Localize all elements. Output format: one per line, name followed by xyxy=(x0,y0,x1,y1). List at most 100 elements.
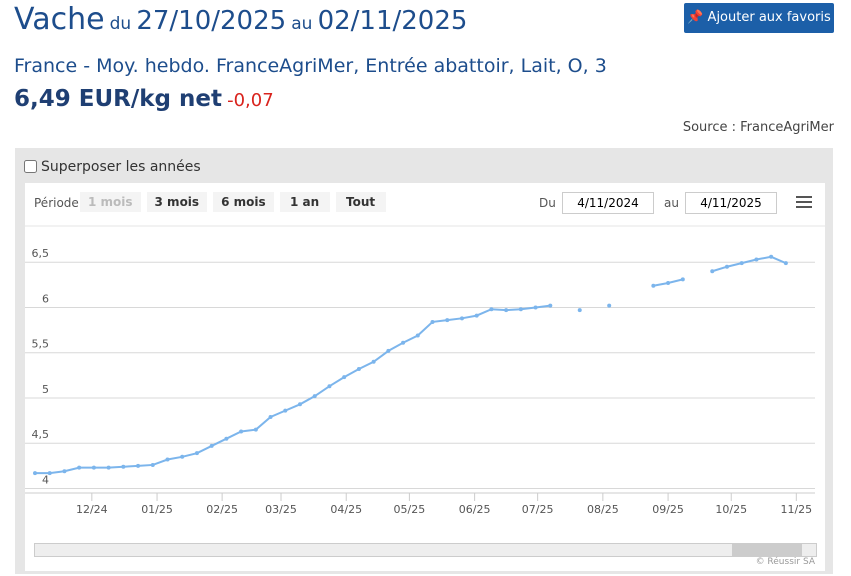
point xyxy=(283,408,288,413)
point xyxy=(518,307,523,312)
x-tick-label: 09/25 xyxy=(652,503,684,516)
point xyxy=(91,465,96,470)
point xyxy=(33,471,37,476)
point xyxy=(356,367,361,372)
point xyxy=(342,375,347,380)
to-date: 02/11/2025 xyxy=(317,6,468,36)
overlay-checkbox[interactable] xyxy=(24,160,37,173)
period-button[interactable]: 6 mois xyxy=(213,192,274,212)
point xyxy=(224,436,229,441)
point xyxy=(474,313,479,318)
y-tick-label: 5 xyxy=(42,383,49,396)
to-label: au xyxy=(664,196,679,210)
point xyxy=(459,316,464,321)
point xyxy=(680,277,685,282)
point xyxy=(268,414,273,419)
x-tick-label: 08/25 xyxy=(587,503,619,516)
from-date: 27/10/2025 xyxy=(136,6,287,36)
point xyxy=(783,261,788,266)
point xyxy=(577,308,582,313)
x-tick-label: 02/25 xyxy=(206,503,238,516)
chart-area xyxy=(25,183,825,571)
x-tick-label: 03/25 xyxy=(265,503,297,516)
point xyxy=(651,283,656,288)
to-word: au xyxy=(291,14,313,34)
point xyxy=(724,264,729,269)
x-tick-label: 11/25 xyxy=(780,503,812,516)
point xyxy=(77,465,82,470)
from-label: Du xyxy=(539,196,556,210)
point xyxy=(121,464,126,469)
point xyxy=(209,443,214,448)
period-button[interactable]: 3 mois xyxy=(146,192,208,212)
scroll-thumb[interactable] xyxy=(732,544,802,556)
point xyxy=(253,427,258,432)
x-tick-label: 10/25 xyxy=(715,503,747,516)
menu-button[interactable] xyxy=(796,196,812,208)
favorite-button[interactable]: 📌 Ajouter aux favoris xyxy=(684,3,834,33)
from-word: du xyxy=(109,14,132,34)
y-tick-label: 4,5 xyxy=(32,428,50,441)
overlay-option: Superposer les années xyxy=(24,159,201,175)
point xyxy=(298,402,303,407)
point xyxy=(754,257,759,262)
point xyxy=(386,348,391,353)
subtitle: France - Moy. hebdo. FranceAgriMer, Entr… xyxy=(14,55,607,77)
point xyxy=(180,454,185,459)
y-tick-label: 5,5 xyxy=(32,338,50,351)
x-tick-label: 06/25 xyxy=(459,503,491,516)
point xyxy=(769,254,774,259)
series-line xyxy=(35,255,787,475)
x-tick-label: 12/24 xyxy=(76,503,108,516)
point xyxy=(548,303,553,308)
y-tick-label: 6 xyxy=(42,292,49,305)
point xyxy=(194,451,199,456)
source: Source : FranceAgriMer xyxy=(682,120,834,135)
from-input[interactable]: 4/11/2024 xyxy=(562,192,654,214)
x-tick-label: 05/25 xyxy=(394,503,426,516)
point xyxy=(47,471,52,476)
x-tick-label: 04/25 xyxy=(330,503,362,516)
period-button[interactable]: Tout xyxy=(335,192,386,212)
y-tick-label: 4 xyxy=(42,473,49,486)
point xyxy=(607,303,612,308)
point xyxy=(430,319,435,324)
point xyxy=(739,261,744,266)
point xyxy=(106,465,111,470)
credit: © Réussir SA xyxy=(755,557,815,567)
point xyxy=(136,463,141,468)
period-button[interactable]: 1 an xyxy=(279,192,330,212)
point xyxy=(710,269,715,274)
point xyxy=(312,394,317,399)
point xyxy=(239,429,244,434)
point xyxy=(489,307,494,312)
point xyxy=(401,340,406,345)
title: Vache xyxy=(14,2,105,37)
y-tick-label: 6,5 xyxy=(32,247,50,260)
to-input[interactable]: 4/11/2025 xyxy=(685,192,777,214)
price-line: 6,49 EUR/kg net -0,07 xyxy=(14,86,274,112)
period-button[interactable]: 1 mois xyxy=(80,192,141,212)
heading: Vache du 27/10/2025 au 02/11/2025 xyxy=(14,2,467,37)
point xyxy=(533,305,538,310)
point xyxy=(445,318,450,323)
point xyxy=(327,384,332,389)
overlay-label: Superposer les années xyxy=(41,159,201,175)
point xyxy=(62,469,67,474)
point xyxy=(150,462,155,467)
period-label: Période xyxy=(34,196,79,210)
point xyxy=(415,333,420,338)
point xyxy=(165,457,170,462)
point xyxy=(371,359,376,364)
change: -0,07 xyxy=(227,90,274,111)
x-tick-label: 07/25 xyxy=(522,503,554,516)
point xyxy=(504,308,509,313)
x-tick-label: 01/25 xyxy=(141,503,173,516)
point xyxy=(666,281,671,286)
period-buttons: 1 mois 3 mois 6 mois 1 an Tout xyxy=(80,192,386,212)
price: 6,49 EUR/kg net xyxy=(14,86,222,112)
favorite-label: Ajouter aux favoris xyxy=(707,10,831,25)
scrollbar[interactable] xyxy=(34,543,817,557)
